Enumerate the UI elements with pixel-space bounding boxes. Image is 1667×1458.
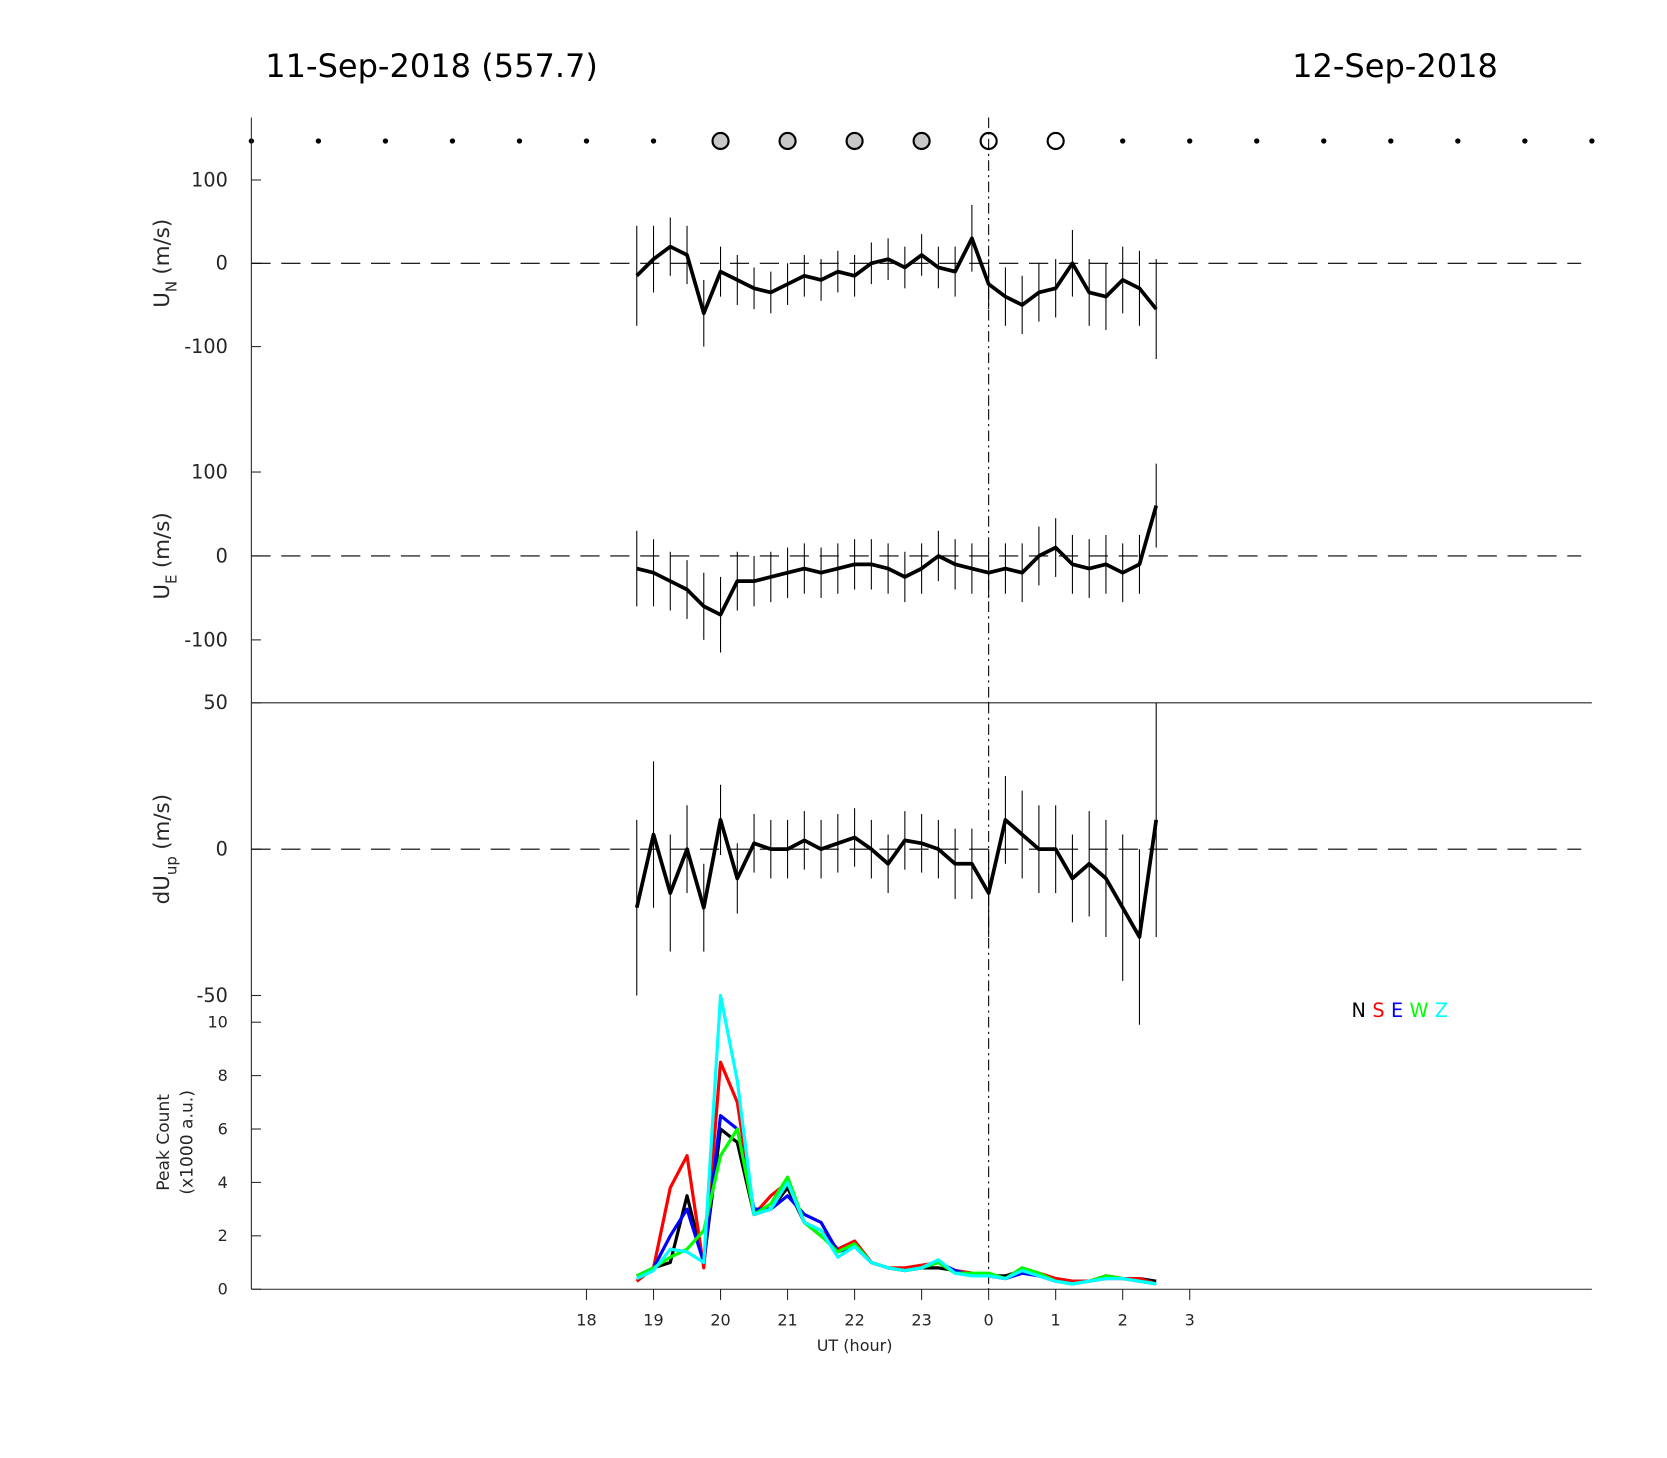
x-tick-label: 20 <box>710 1311 730 1330</box>
sky-dot <box>1254 138 1260 144</box>
y-tick-label: 0 <box>216 544 228 567</box>
sky-dot <box>1187 138 1193 144</box>
y-label-main: dU <box>150 875 175 904</box>
x-tick-label: 19 <box>643 1311 663 1330</box>
sky-circle <box>845 131 864 151</box>
sky-dot <box>1321 138 1327 144</box>
series-line <box>636 505 1159 617</box>
y-tick-label: 10 <box>207 1013 227 1032</box>
series-line <box>634 818 1159 939</box>
x-tick-label: 21 <box>777 1311 797 1330</box>
y-axis-label: dUup (m/s) <box>150 794 180 904</box>
y-tick-label: 100 <box>191 460 228 483</box>
x-tick-label: 3 <box>1185 1311 1195 1330</box>
y-tick-label: 8 <box>218 1066 228 1085</box>
y-axis-label-unit: (x1000 a.u.) <box>178 1090 198 1194</box>
sky-dot <box>382 138 389 144</box>
series-line <box>635 236 1158 316</box>
x-axis-label: UT (hour) <box>817 1336 893 1355</box>
x-tick-label: 2 <box>1118 1311 1128 1330</box>
y-tick-label: 0 <box>218 1280 228 1299</box>
y-tick-label: 4 <box>218 1173 228 1192</box>
y-axis-label: UE (m/s) <box>150 512 180 599</box>
sky-dot <box>1120 138 1126 144</box>
y-axis-label: Peak Count <box>154 1094 174 1191</box>
date-left: 11-Sep-2018 (557.7) <box>265 47 598 85</box>
y-label-sub: up <box>163 856 181 875</box>
legend-entry: N <box>1352 999 1366 1022</box>
y-tick-label: 6 <box>218 1119 228 1138</box>
y-tick-label: -100 <box>184 628 228 651</box>
sky-circle <box>912 131 931 151</box>
y-axis-label: UN (m/s) <box>150 219 180 308</box>
y-label-sub: N <box>163 281 181 292</box>
sky-dot <box>1388 138 1394 144</box>
x-tick-label: 22 <box>844 1311 864 1330</box>
y-label-sub: E <box>163 575 181 584</box>
sky-dot <box>315 138 322 144</box>
sky-dot <box>1589 138 1595 144</box>
y-label-main: U <box>150 292 175 308</box>
sky-circle <box>1046 131 1065 151</box>
y-tick-label: -100 <box>184 335 228 358</box>
y-label-main: U <box>150 584 175 600</box>
y-label-unit: (m/s) <box>150 219 175 275</box>
x-tick-label: 0 <box>984 1311 994 1330</box>
legend-entry: Z <box>1435 999 1448 1022</box>
legend-entry: W <box>1410 999 1429 1022</box>
x-tick-label: 23 <box>911 1311 931 1330</box>
sky-dot <box>516 138 523 144</box>
sky-dot <box>449 138 456 144</box>
series-line <box>636 993 1157 1286</box>
y-label-unit: (m/s) <box>150 794 175 850</box>
legend-entry: S <box>1372 999 1384 1022</box>
sky-dot <box>650 138 657 144</box>
y-tick-label: 0 <box>216 838 228 861</box>
sky-circle <box>711 131 730 151</box>
y-tick-label: 100 <box>191 168 228 191</box>
sky-dot <box>583 138 590 144</box>
y-tick-label: 50 <box>203 691 227 714</box>
y-tick-label: -50 <box>196 984 227 1007</box>
date-right: 12-Sep-2018 <box>1292 47 1498 85</box>
sky-dot <box>1522 138 1528 144</box>
y-tick-label: 2 <box>218 1226 228 1245</box>
y-tick-label: 0 <box>216 252 228 275</box>
sky-dot <box>1455 138 1461 144</box>
x-tick-label: 18 <box>576 1311 596 1330</box>
x-tick-label: 1 <box>1051 1311 1061 1330</box>
y-label-unit: (m/s) <box>150 512 175 568</box>
sky-circle <box>778 131 797 151</box>
legend-entry: E <box>1391 999 1403 1022</box>
